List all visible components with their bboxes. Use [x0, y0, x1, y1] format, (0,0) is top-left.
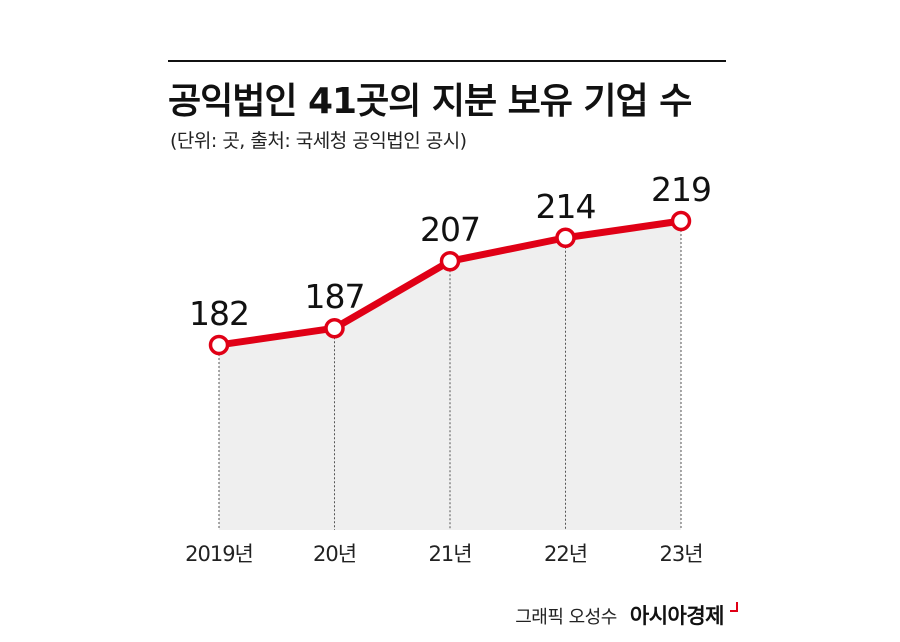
data-point: [670, 210, 692, 232]
graphic-credit: 그래픽 오성수: [515, 607, 617, 628]
publisher-logo: 아시아경제: [629, 604, 725, 628]
data-label: 207: [420, 210, 480, 249]
x-tick-label: 20년: [313, 542, 356, 566]
x-tick-label: 21년: [428, 542, 471, 566]
data-label: 187: [305, 277, 365, 316]
data-label: 219: [651, 170, 711, 209]
x-tick-label: 23년: [659, 542, 702, 566]
chart-subtitle: (단위: 곳, 출처: 국세청 공익법인 공시): [170, 130, 467, 152]
data-label: 214: [536, 187, 596, 226]
x-tick-label: 22년: [544, 542, 587, 566]
data-point: [324, 317, 345, 339]
data-label: 182: [189, 294, 249, 333]
chart-title: 공익법인 41곳의 지분 보유 기업 수: [168, 81, 692, 122]
credit-line: 그래픽 오성수 아시아경제: [515, 600, 738, 630]
data-point: [208, 334, 230, 356]
data-point: [555, 227, 576, 248]
title-rule: [168, 60, 726, 62]
publisher-mark-icon: [730, 602, 738, 612]
data-point: [439, 250, 461, 272]
x-tick-label: 2019년: [185, 542, 253, 566]
